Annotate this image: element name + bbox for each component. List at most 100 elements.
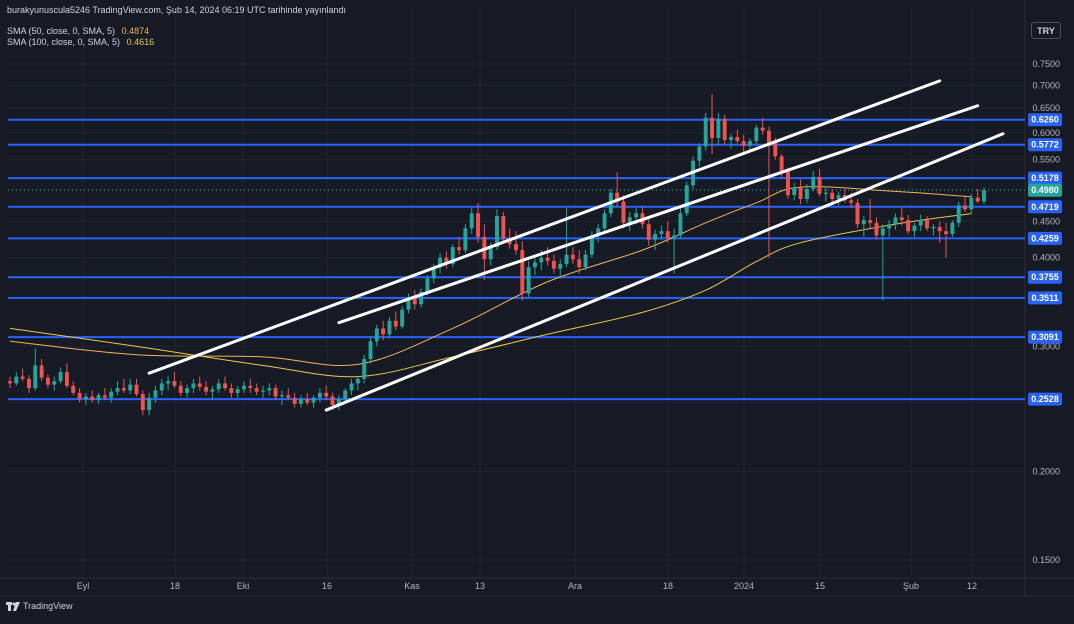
candle-body <box>564 254 569 264</box>
candle-body <box>602 213 607 229</box>
candle <box>583 250 588 271</box>
candle-body <box>514 244 518 251</box>
candle <box>20 368 25 382</box>
candle-body <box>393 320 398 327</box>
candle-body <box>374 328 379 342</box>
candle-body <box>381 328 386 335</box>
candle <box>767 126 771 258</box>
level-price-label-bg <box>1028 113 1062 127</box>
candle <box>514 231 518 255</box>
candle-body <box>425 278 430 292</box>
candle <box>223 376 227 391</box>
candle-body <box>520 250 525 294</box>
candle-body <box>8 381 12 384</box>
candle <box>83 392 88 406</box>
candle-body <box>235 389 240 393</box>
candle <box>602 209 607 232</box>
candle <box>254 383 259 396</box>
candle-body <box>596 228 601 236</box>
candle <box>792 182 797 201</box>
candle-body <box>735 136 740 142</box>
y-tick-label: 0.6500 <box>1032 103 1060 113</box>
candle <box>798 179 803 205</box>
candle-body <box>956 205 961 223</box>
candle-body <box>918 220 923 226</box>
candle <box>140 390 145 416</box>
candle-body <box>779 156 784 171</box>
candle <box>545 247 550 266</box>
candle-body <box>128 384 133 391</box>
candle <box>532 256 537 276</box>
trendline <box>324 132 1005 412</box>
candle <box>457 236 462 255</box>
candle <box>349 378 354 396</box>
candle-body <box>20 376 25 379</box>
candle <box>45 374 50 389</box>
candle <box>476 202 480 243</box>
candle <box>729 133 733 149</box>
x-tick-label: 15 <box>815 581 825 591</box>
candle-body <box>185 388 190 393</box>
candle <box>653 229 658 251</box>
candle <box>754 124 759 145</box>
candle <box>861 215 866 237</box>
candle-body <box>147 397 152 411</box>
candle <box>178 381 183 397</box>
candle-body <box>880 228 885 236</box>
tradingview-logo[interactable]: TradingView <box>6 601 73 611</box>
candle-body <box>716 118 721 138</box>
candle <box>880 224 885 301</box>
candle-body <box>216 383 221 390</box>
candle-body <box>785 170 790 196</box>
candle-body <box>362 358 367 379</box>
candle <box>823 186 828 202</box>
candle-body <box>925 220 930 229</box>
sma100-value: 0.4616 <box>126 37 155 47</box>
candle <box>931 224 936 236</box>
candle <box>14 372 19 386</box>
candle <box>937 221 942 243</box>
level-price-label-bg <box>1028 171 1062 185</box>
candle-body <box>469 213 474 229</box>
candle <box>400 306 405 329</box>
candle-body <box>444 257 449 264</box>
candle <box>134 378 139 397</box>
candle <box>627 211 632 232</box>
candle-body <box>653 234 658 240</box>
candle-body <box>457 247 462 251</box>
candle <box>646 218 651 246</box>
sma50-legend[interactable]: SMA (50, close, 0, SMA, 5) 0.4874 <box>7 26 149 37</box>
y-tick-label: 0.4500 <box>1032 216 1060 226</box>
candle-body <box>242 385 246 390</box>
candle-body <box>748 141 752 146</box>
candle <box>147 392 152 416</box>
sma100-label: SMA (100, close, 0, SMA, 5) <box>7 37 121 47</box>
candle-body <box>710 117 714 138</box>
candle-body <box>280 395 284 397</box>
candle <box>311 395 316 408</box>
candle <box>128 378 133 395</box>
candle <box>166 376 171 391</box>
candle-body <box>248 385 253 389</box>
level-price-label-bg <box>1028 330 1062 344</box>
candle <box>855 198 860 229</box>
sma100-line <box>9 213 972 378</box>
x-tick-label: 13 <box>475 581 485 591</box>
level-price-label-bg <box>1028 291 1062 305</box>
candle <box>710 94 714 155</box>
x-tick-label: 16 <box>322 581 332 591</box>
candle <box>248 378 253 393</box>
candle <box>665 221 670 243</box>
candle <box>716 112 721 146</box>
candle-body <box>317 392 322 398</box>
y-tick-label: 0.7000 <box>1032 80 1060 90</box>
candle <box>906 214 911 235</box>
last-price-label: 0.4980 <box>1031 185 1059 195</box>
sma100-legend[interactable]: SMA (100, close, 0, SMA, 5) 0.4616 <box>7 37 154 48</box>
candle <box>27 375 31 393</box>
candle <box>703 112 708 151</box>
currency-button[interactable]: TRY <box>1031 22 1061 39</box>
